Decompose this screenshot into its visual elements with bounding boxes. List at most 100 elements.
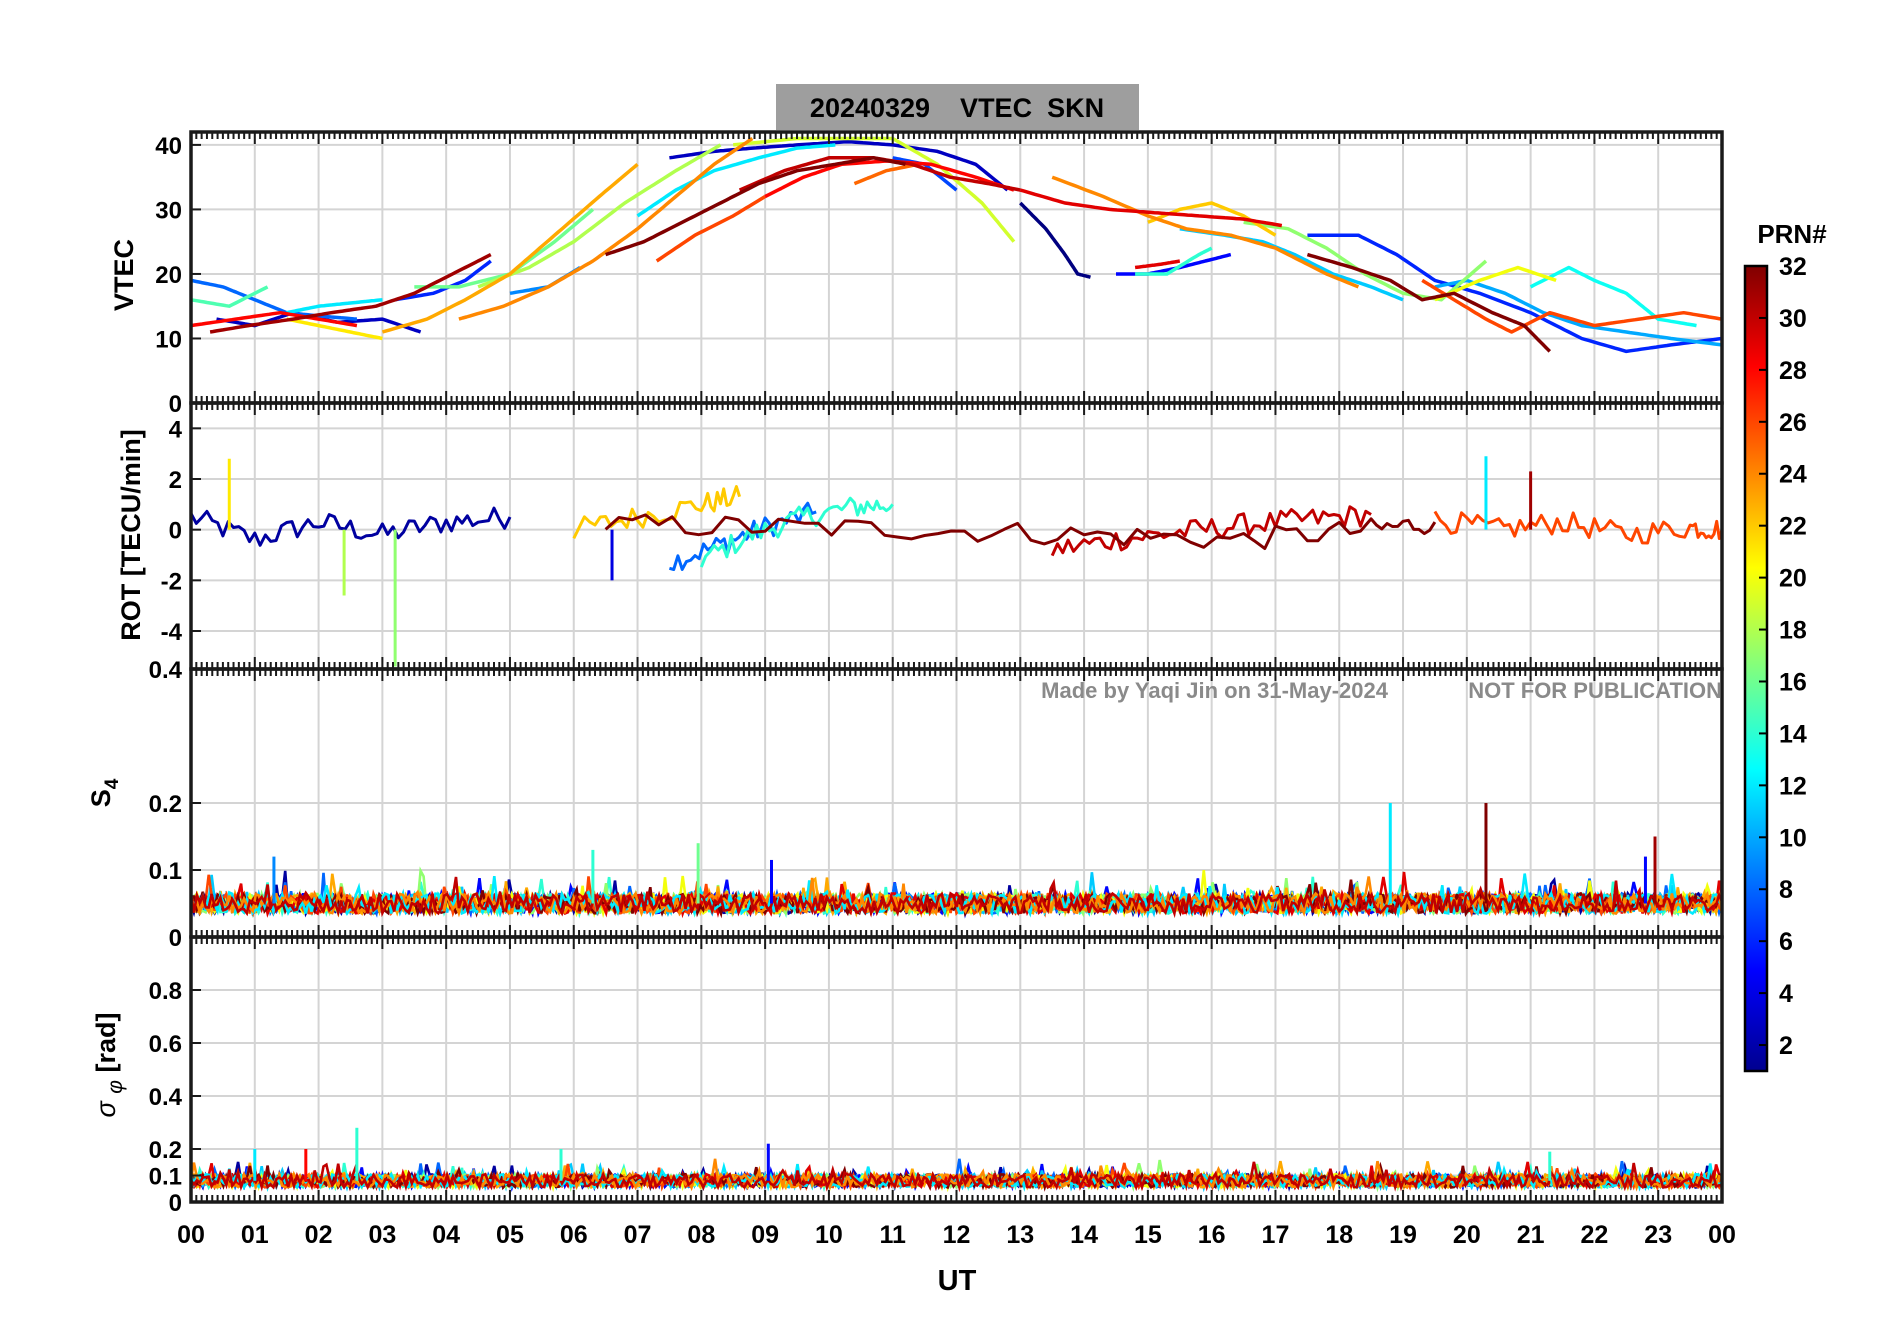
colorbar-tick-label: 4 [1779, 980, 1793, 1008]
series-prn-25 [853, 162, 919, 186]
series-prn-21 [286, 317, 383, 341]
series-prn-32 [605, 156, 906, 257]
x-tick-label: 09 [751, 1221, 779, 1249]
y-tick-label: 30 [155, 197, 182, 224]
y-tick-label: 0.6 [149, 1031, 182, 1058]
y-tick-label: 0.8 [149, 978, 182, 1005]
colorbar-tick-label: 32 [1779, 253, 1807, 281]
series-prn-14 [1135, 246, 1213, 276]
x-tick-label: 17 [1262, 1221, 1290, 1249]
series-prn-1 [1019, 201, 1092, 279]
series-prn-32 [604, 513, 1437, 550]
x-tick-label: 19 [1389, 1221, 1417, 1249]
series-prn-32 [1306, 252, 1552, 353]
x-tick-label: 18 [1325, 1221, 1353, 1249]
vtec-panel: 0 10 20 30 40 [155, 130, 1724, 418]
watermark-author: Made by Yaqi Jin on 31-May-2024 [1041, 678, 1389, 703]
y-tick-label: 0.4 [149, 1084, 183, 1111]
series-prn-24 [1051, 175, 1360, 289]
s4-panel: 0 0.1 0.2 0.4 [149, 657, 1724, 952]
series-prn-31 [209, 253, 492, 334]
series-prn-20 [1434, 265, 1557, 302]
series-prn-15 [191, 285, 269, 308]
x-tick-label: 16 [1198, 1221, 1226, 1249]
colorbar-tick-label: 18 [1779, 617, 1807, 645]
series-prn-12 [286, 298, 383, 315]
series-prn-13 [1529, 265, 1697, 328]
series-prn-2 [191, 506, 512, 547]
series-prn-23 [381, 162, 639, 334]
colorbar-tick-label: 22 [1779, 513, 1807, 541]
series-prn-29 [1019, 188, 1283, 228]
colorbar-tick-label: 12 [1779, 772, 1807, 800]
title-box [776, 84, 1139, 130]
x-tick-label: 20 [1453, 1221, 1481, 1249]
x-tick-label: 02 [305, 1221, 333, 1249]
vtec-ylabel: VTEC [109, 239, 139, 311]
series-prn-26 [1433, 510, 1722, 545]
y-tick-label: 0.2 [149, 1137, 182, 1164]
series-prn-29 [1134, 259, 1181, 270]
colorbar-tick-label: 20 [1779, 565, 1807, 593]
x-tick-label: 01 [241, 1221, 269, 1249]
colorbar-tick-label: 16 [1779, 668, 1807, 696]
x-tick-label: 21 [1517, 1221, 1545, 1249]
x-axis-label: UT [938, 1265, 977, 1297]
series-prn-30 [1050, 505, 1372, 557]
x-tick-label: 06 [560, 1221, 588, 1249]
y-tick-label: -4 [161, 619, 183, 646]
sigma-phi-ylabel: σ φ [rad] [91, 1012, 127, 1117]
colorbar-label: PRN# [1757, 219, 1827, 249]
series-prn-17 [1243, 220, 1488, 302]
y-tick-label: 20 [155, 262, 182, 289]
series-prn-28 [191, 310, 358, 328]
colorbar-tick-label: 30 [1779, 305, 1807, 333]
colorbar-tick-label: 28 [1779, 357, 1807, 385]
series-prn-26 [655, 195, 767, 263]
y-tick-label: 4 [169, 416, 183, 443]
x-tick-label: 08 [687, 1221, 715, 1249]
colorbar-tick-label: 14 [1779, 720, 1807, 748]
y-tick-label: 0.1 [149, 858, 182, 885]
data-layer [191, 136, 1722, 354]
colorbar-tick-label: 26 [1779, 409, 1807, 437]
x-tick-label: 07 [624, 1221, 652, 1249]
grid-lines [190, 132, 1723, 404]
x-tick-label: 00 [177, 1221, 205, 1249]
colorbar-tick-label: 10 [1779, 824, 1807, 852]
y-tick-label: 10 [155, 326, 182, 353]
series-prn-26 [1421, 278, 1722, 334]
y-tick-label: 0 [169, 391, 182, 418]
series-prn-8 [191, 278, 358, 321]
y-tick-label: 0.4 [149, 657, 183, 684]
x-tick-label: 10 [815, 1221, 843, 1249]
series-prn-24 [458, 137, 754, 321]
watermark-notice: NOT FOR PUBLICATION [1468, 678, 1722, 703]
y-tick-label: 2 [169, 467, 182, 494]
x-tick-label: 03 [368, 1221, 396, 1249]
y-tick-label: 0 [169, 925, 182, 952]
minor-ticks [190, 132, 1723, 403]
x-tick-label: 04 [432, 1221, 460, 1249]
colorbar-tick-label: 2 [1779, 1032, 1793, 1060]
y-tick-label: 40 [155, 133, 182, 160]
data-layer [191, 1127, 1722, 1193]
chart-title: 20240329 VTEC SKN [810, 93, 1104, 123]
sigma-phi-panel: 00.10.2 0.4 0.6 0.8 [149, 935, 1724, 1217]
colorbar-gradient [1743, 264, 1769, 1073]
x-tick-label: 23 [1644, 1221, 1672, 1249]
x-tick-label: 05 [496, 1221, 524, 1249]
y-tick-label: 0.1 [149, 1164, 182, 1191]
minor-ticks [190, 937, 1723, 1202]
y-tick-label: 0 [169, 518, 182, 545]
series-prn-3 [669, 139, 1009, 192]
x-tick-label: 11 [879, 1221, 906, 1249]
series-prn-14 [699, 496, 894, 568]
x-tick-label: 00 [1708, 1221, 1736, 1249]
data-layer [191, 803, 1722, 919]
x-tick-label: 12 [943, 1221, 971, 1249]
series-prn-12 [636, 143, 836, 218]
data-layer [191, 456, 1722, 667]
